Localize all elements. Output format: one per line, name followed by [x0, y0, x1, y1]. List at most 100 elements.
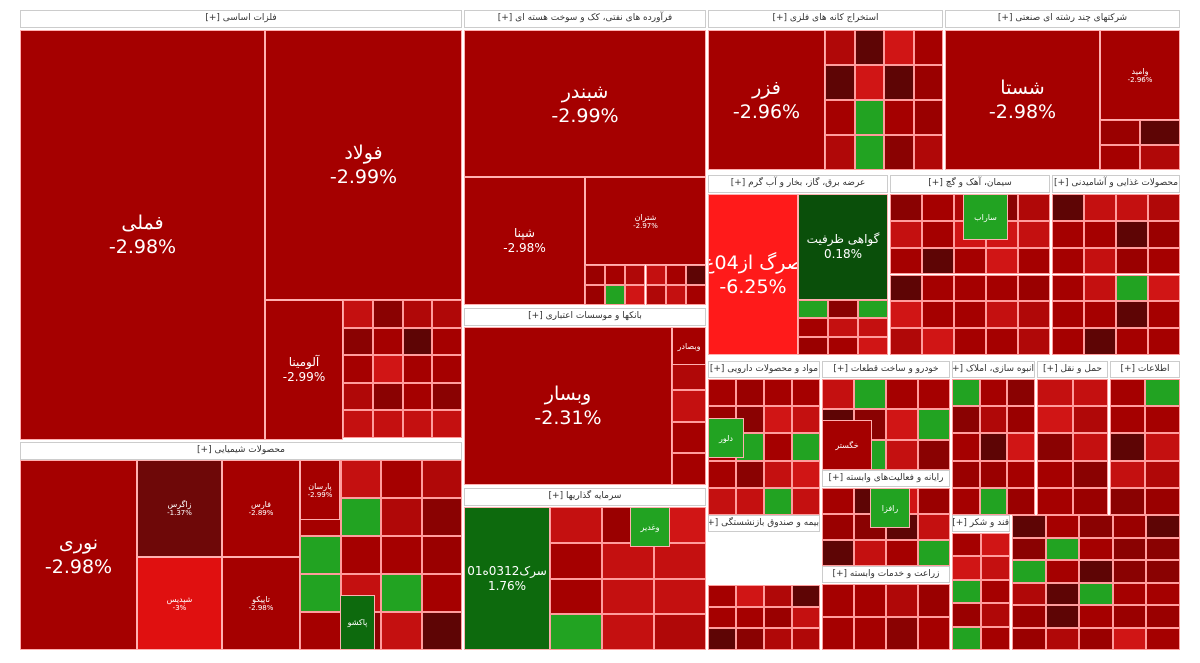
stock-tile-small[interactable]: [708, 606, 736, 629]
stock-tile-small[interactable]: [854, 540, 886, 566]
stock-tile-small[interactable]: [340, 498, 381, 536]
stock-tile[interactable]: شپدیس -3%: [137, 557, 222, 650]
sector-header[interactable]: محصولات غذایی و آشامیدنی [+]: [1052, 175, 1180, 193]
stock-tile-small[interactable]: [421, 574, 462, 612]
stock-tile-small[interactable]: [1116, 301, 1148, 329]
stock-tile-small[interactable]: [918, 540, 950, 566]
stock-tile-small[interactable]: [1112, 560, 1147, 583]
sector-header[interactable]: محصولات شیمیایی [+]: [20, 442, 462, 460]
stock-tile-small[interactable]: [1084, 247, 1116, 275]
stock-tile-small[interactable]: [1112, 582, 1147, 605]
stock-tile-small[interactable]: [1007, 460, 1035, 488]
stock-tile-small[interactable]: [1012, 515, 1046, 538]
stock-tile-small[interactable]: [340, 460, 381, 498]
stock-tile-small[interactable]: [708, 487, 736, 515]
stock-tile-small[interactable]: [764, 406, 792, 434]
stock-tile-small[interactable]: [952, 460, 980, 488]
stock-tile-small[interactable]: [1112, 537, 1147, 560]
sector-header[interactable]: خودرو و ساخت قطعات [+]: [822, 361, 950, 378]
stock-tile-small[interactable]: [890, 274, 922, 302]
stock-tile-small[interactable]: [986, 274, 1018, 302]
stock-tile-small[interactable]: [884, 30, 914, 65]
stock-tile-small[interactable]: [792, 406, 820, 434]
stock-tile-small[interactable]: [402, 382, 433, 411]
stock-tile-small[interactable]: [1052, 301, 1084, 329]
stock-tile[interactable]: وبسار -2.31%: [464, 327, 672, 485]
stock-tile-small[interactable]: [708, 460, 736, 488]
stock-tile-small[interactable]: [1045, 560, 1080, 583]
stock-tile-small[interactable]: [1079, 627, 1113, 650]
stock-tile-small[interactable]: [1007, 487, 1035, 515]
sector-header[interactable]: فرآورده های نفتی، کک و سوخت هسته ای [+]: [464, 10, 706, 28]
stock-tile-small[interactable]: [825, 135, 855, 170]
stock-tile-small[interactable]: [402, 355, 433, 383]
stock-tile-small[interactable]: [1146, 515, 1180, 538]
stock-tile-small[interactable]: [372, 410, 403, 438]
stock-tile-small[interactable]: [1148, 247, 1180, 275]
stock-tile-small[interactable]: [918, 488, 950, 514]
stock-tile-small[interactable]: [672, 390, 706, 422]
stock-tile-small[interactable]: [913, 100, 943, 135]
stock-tile[interactable]: ساراب: [963, 194, 1008, 240]
stock-tile[interactable]: زاگرس -1.37%: [137, 460, 222, 557]
stock-tile-small[interactable]: [1145, 406, 1180, 434]
stock-tile-small[interactable]: [381, 498, 422, 536]
stock-tile[interactable]: شستا -2.98%: [945, 30, 1100, 170]
stock-tile-small[interactable]: [1112, 627, 1147, 650]
sector-header[interactable]: انبوه سازی، املاک [+]: [952, 361, 1035, 378]
stock-tile-small[interactable]: [625, 285, 646, 305]
stock-tile[interactable]: فولاد -2.99%: [265, 30, 462, 300]
stock-tile[interactable]: گواهی ظرفیت 0.18%: [798, 194, 888, 300]
stock-tile-small[interactable]: [828, 336, 858, 355]
stock-tile-small[interactable]: [952, 603, 981, 627]
stock-tile-small[interactable]: [736, 460, 764, 488]
stock-tile-small[interactable]: [918, 409, 950, 440]
stock-tile-small[interactable]: [736, 487, 764, 515]
stock-tile-small[interactable]: [1084, 194, 1116, 221]
stock-tile[interactable]: وامید -2.96%: [1100, 30, 1180, 120]
stock-tile-small[interactable]: [550, 578, 602, 615]
stock-tile[interactable]: شپنا -2.98%: [464, 177, 585, 305]
stock-tile[interactable]: فملی -2.98%: [20, 30, 265, 440]
stock-tile-small[interactable]: [300, 536, 341, 574]
stock-tile-small[interactable]: [858, 336, 888, 355]
stock-tile-small[interactable]: [913, 65, 943, 100]
stock-tile-small[interactable]: [854, 65, 884, 100]
stock-tile[interactable]: صرگ از04ع-6.25%: [708, 194, 798, 355]
stock-tile-small[interactable]: [672, 453, 706, 485]
stock-tile-small[interactable]: [1018, 274, 1050, 302]
stock-tile-small[interactable]: [1072, 406, 1108, 434]
stock-tile-small[interactable]: [954, 274, 986, 302]
stock-tile-small[interactable]: [1045, 605, 1080, 628]
stock-tile-small[interactable]: [1148, 274, 1180, 302]
stock-tile-small[interactable]: [1116, 194, 1148, 221]
stock-tile[interactable]: وبصادر: [672, 327, 706, 365]
stock-tile-small[interactable]: [550, 614, 602, 650]
stock-tile-small[interactable]: [822, 488, 854, 514]
stock-tile-small[interactable]: [372, 300, 403, 328]
stock-tile-small[interactable]: [1110, 406, 1145, 434]
stock-tile-small[interactable]: [1072, 487, 1108, 515]
stock-tile-small[interactable]: [432, 410, 462, 438]
stock-tile-small[interactable]: [890, 328, 922, 355]
stock-tile-small[interactable]: [1007, 433, 1035, 461]
stock-tile-small[interactable]: [645, 265, 666, 285]
stock-tile-small[interactable]: [825, 65, 855, 100]
stock-tile-small[interactable]: [828, 318, 858, 337]
stock-tile-small[interactable]: [884, 65, 914, 100]
stock-tile-small[interactable]: [1112, 605, 1147, 628]
stock-tile-small[interactable]: [981, 556, 1010, 580]
stock-tile-small[interactable]: [1037, 487, 1073, 515]
stock-tile-small[interactable]: [792, 433, 820, 461]
stock-tile-small[interactable]: [343, 382, 373, 411]
stock-tile-small[interactable]: [421, 536, 462, 574]
stock-tile-small[interactable]: [890, 220, 922, 248]
stock-tile-small[interactable]: [952, 626, 981, 650]
stock-tile[interactable]: وغدیر: [630, 507, 670, 547]
stock-tile-small[interactable]: [381, 460, 422, 498]
stock-tile-small[interactable]: [602, 542, 654, 579]
stock-tile-small[interactable]: [1084, 274, 1116, 302]
stock-tile-small[interactable]: [764, 585, 792, 607]
stock-tile-small[interactable]: [300, 574, 341, 612]
stock-tile-small[interactable]: [340, 536, 381, 574]
